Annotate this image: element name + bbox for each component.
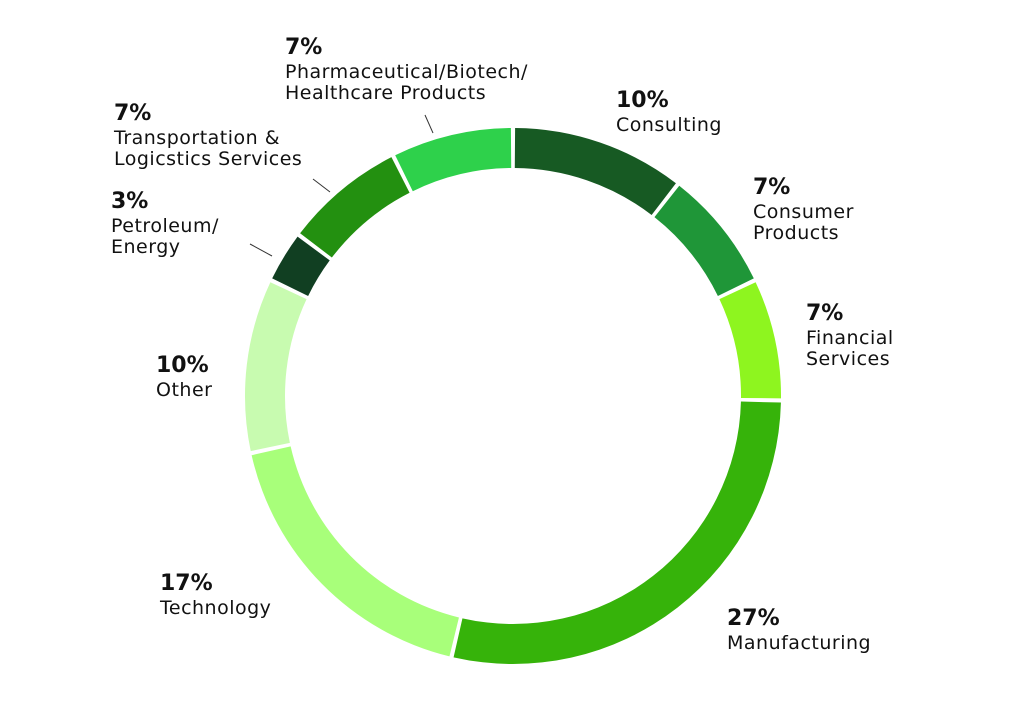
label-manufacturing: 27%Manufacturing — [727, 606, 871, 654]
slice-petroleum-energy — [272, 236, 330, 296]
label-pharmaceutical-biotech-healthcare-products: 7%Pharmaceutical/Biotech/Healthcare Prod… — [285, 35, 528, 104]
category-label: Transportation & — [113, 127, 280, 149]
slice-consulting — [514, 128, 676, 215]
category-label: Other — [156, 379, 212, 401]
percent-label: 10% — [616, 88, 669, 113]
leader-line — [249, 243, 273, 257]
percent-label: 7% — [285, 35, 322, 60]
percent-label: 3% — [111, 189, 148, 214]
leader-lines — [249, 114, 434, 257]
leader-line — [312, 178, 331, 193]
category-label: Financial — [806, 327, 894, 349]
slice-transportation-logicstics-services — [300, 157, 410, 258]
percent-label: 7% — [806, 301, 843, 326]
category-label: Consulting — [616, 114, 722, 136]
category-label: Products — [753, 222, 839, 244]
slice-labels: 10%Consulting7%ConsumerProducts7%Financi… — [111, 35, 894, 654]
category-label: Pharmaceutical/Biotech/ — [285, 61, 528, 83]
percent-label: 17% — [160, 571, 213, 596]
donut-slices — [245, 128, 782, 664]
slice-manufacturing — [453, 401, 781, 664]
category-label: Services — [806, 348, 890, 370]
category-label: Manufacturing — [727, 632, 871, 654]
percent-label: 10% — [156, 353, 209, 378]
category-label: Technology — [159, 597, 271, 619]
slice-technology — [251, 446, 459, 657]
label-petroleum-energy: 3%Petroleum/Energy — [111, 189, 219, 258]
label-other: 10%Other — [156, 353, 212, 401]
slice-consumer-products — [654, 185, 754, 296]
label-technology: 17%Technology — [159, 571, 271, 619]
percent-label: 7% — [753, 175, 790, 200]
slice-other — [245, 282, 307, 452]
category-label: Healthcare Products — [285, 82, 486, 104]
slice-financial-services — [719, 282, 782, 399]
category-label: Consumer — [753, 201, 854, 223]
label-transportation-logicstics-services: 7%Transportation &Logicstics Services — [113, 101, 302, 170]
category-label: Energy — [111, 236, 181, 258]
slice-pharmaceutical-biotech-healthcare-products — [395, 128, 512, 192]
label-consulting: 10%Consulting — [616, 88, 722, 136]
category-label: Logicstics Services — [114, 148, 302, 170]
category-label: Petroleum/ — [111, 215, 219, 237]
percent-label: 27% — [727, 606, 780, 631]
leader-line — [424, 114, 434, 134]
percent-label: 7% — [114, 101, 151, 126]
